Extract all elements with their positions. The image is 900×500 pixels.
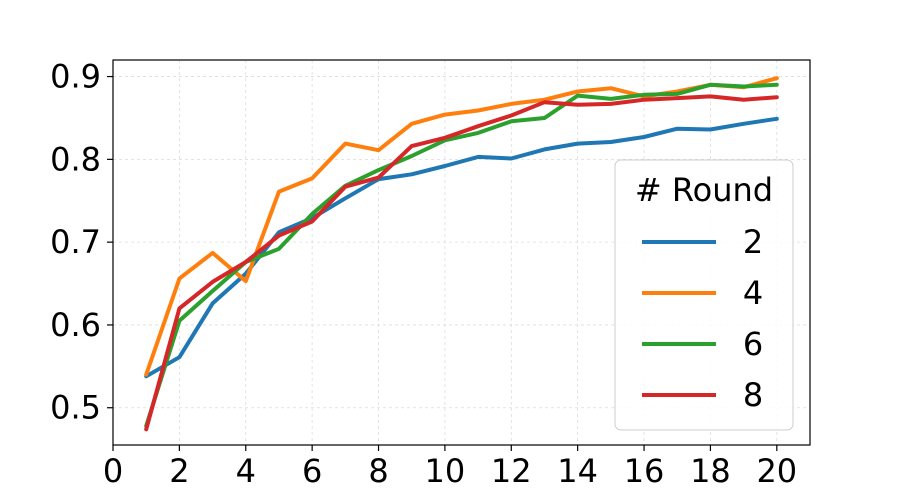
x-tick-label: 12 (491, 452, 532, 490)
x-tick-label: 0 (103, 452, 123, 490)
legend-label-6: 6 (743, 325, 763, 363)
plot-frame (112, 59, 811, 446)
legend-label-2: 2 (743, 223, 763, 261)
x-tick-label: 2 (169, 452, 189, 490)
x-tick-label: 16 (624, 452, 665, 490)
y-tick-label: 0.9 (50, 58, 101, 96)
x-tick-label: 20 (756, 452, 797, 490)
x-tick-label: 14 (557, 452, 598, 490)
series-lines (144, 76, 779, 432)
x-tick-label: 18 (690, 452, 731, 490)
x-tick-label: 8 (368, 452, 388, 490)
y-tick-label: 0.6 (50, 306, 101, 344)
legend-items: 2 4 6 8 (642, 223, 763, 414)
x-tick-label: 10 (425, 452, 466, 490)
x-tick-label: 6 (302, 452, 322, 490)
axis-ticks: 0 2 4 6 8 10 12 14 16 18 20 0.5 0.6 0.7 0.8 0.9 (50, 58, 797, 490)
legend-label-4: 4 (743, 274, 763, 312)
legend-title: # Round (635, 171, 773, 209)
y-tick-label: 0.8 (50, 140, 101, 178)
x-tick-label: 4 (236, 452, 256, 490)
y-tick-label: 0.5 (50, 389, 101, 427)
y-tick-label: 0.7 (50, 223, 101, 261)
series-line-8 (144, 94, 779, 432)
legend: # Round 2 4 6 8 (614, 159, 794, 431)
legend-label-8: 8 (743, 376, 763, 414)
